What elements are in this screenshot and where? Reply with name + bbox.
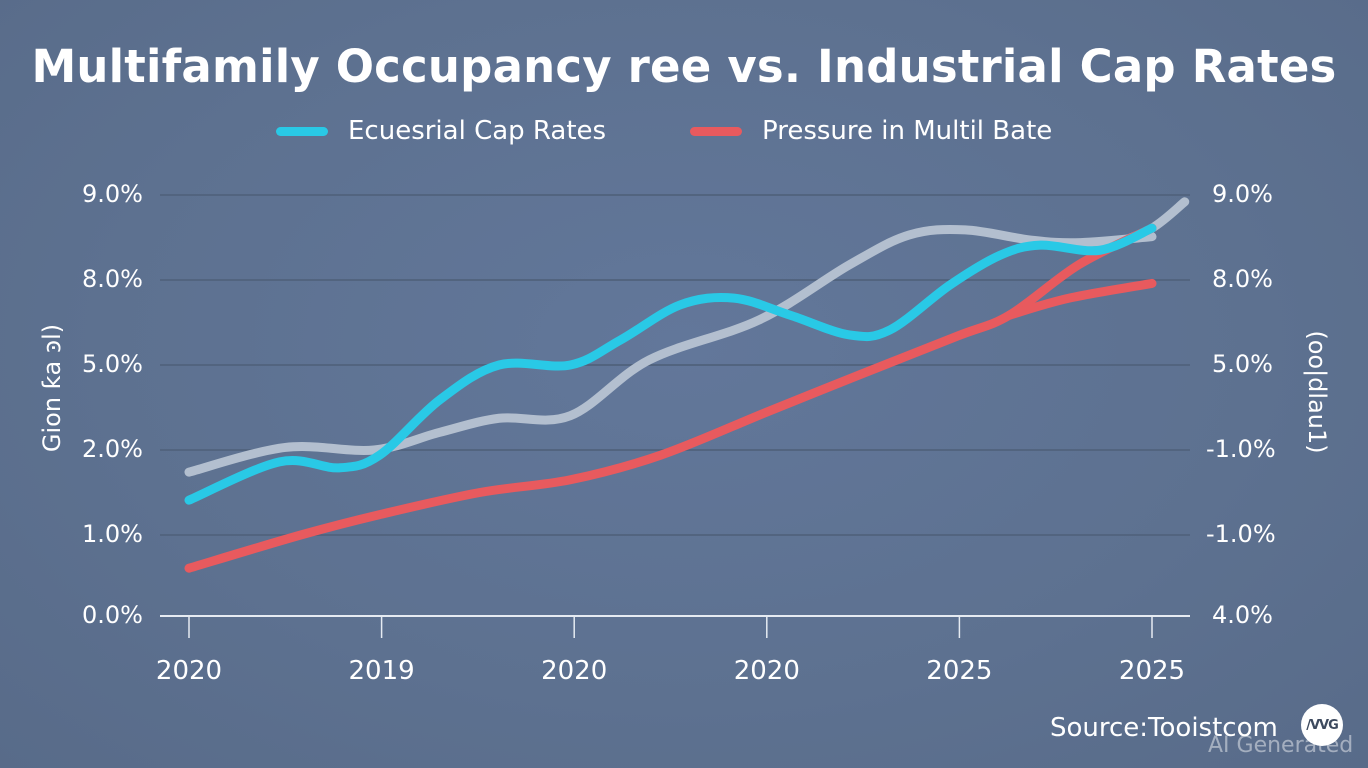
legend: Ecuesrial Cap Rates Pressure in Multil B…: [0, 116, 1368, 152]
y-tick-label-right: -1.0%: [1206, 520, 1276, 548]
legend-label: Pressure in Multil Bate: [762, 116, 1053, 146]
y-tick-label-left: 1.0%: [82, 520, 143, 548]
legend-label: Ecuesrial Cap Rates: [348, 116, 607, 146]
y-tick-label-left: 2.0%: [82, 435, 143, 463]
source-note: Source:Tooistcom: [1050, 713, 1278, 743]
y-tick-label-right: 9.0%: [1212, 180, 1273, 208]
y-axis-right-title: (oo|dlau1): [1303, 330, 1331, 454]
y-tick-label-left: 5.0%: [82, 350, 143, 378]
series-line-unlabeled-gray-series: [184, 224, 1157, 477]
logo-text: /VVG: [1306, 717, 1339, 733]
y-tick-label-left: 0.0%: [82, 601, 143, 629]
y-tick-label-left: 8.0%: [82, 265, 143, 293]
x-axis: [160, 615, 1190, 638]
y-tick-label-left: 9.0%: [82, 180, 143, 208]
series-lines: [184, 197, 1190, 573]
x-tick-label: 2025: [1118, 656, 1186, 686]
legend-swatch-red: [690, 126, 742, 136]
logo-badge: /VVG: [1301, 704, 1343, 746]
chart-title: Multifamily Occupancy ree vs. Industrial…: [31, 40, 1337, 93]
y-tick-label-right: 5.0%: [1212, 350, 1273, 378]
series-line-pressure-in-multil-bate-branch: [1004, 278, 1157, 320]
x-tick-label: 2019: [348, 656, 415, 686]
legend-item-cap-rates[interactable]: Ecuesrial Cap Rates: [276, 116, 606, 146]
x-tick-label: 2020: [541, 656, 608, 686]
y-axis-left-title: Gion ƙa ͽl): [38, 323, 66, 453]
x-tick-label: 2025: [926, 656, 993, 686]
y-tick-label-right: -1.0%: [1206, 435, 1276, 463]
ai-generated-watermark: AI Generated: [1208, 733, 1354, 758]
y-tick-label-right: 8.0%: [1212, 265, 1273, 293]
series-line-ecuesrial-cap-rates: [184, 223, 1157, 505]
y-tick-label-right: 4.0%: [1212, 601, 1273, 629]
x-tick-label: 2020: [155, 656, 223, 686]
x-tick-label: 2020: [733, 656, 800, 686]
legend-swatch-cyan: [276, 126, 328, 136]
legend-item-pressure[interactable]: Pressure in Multil Bate: [690, 116, 1052, 146]
